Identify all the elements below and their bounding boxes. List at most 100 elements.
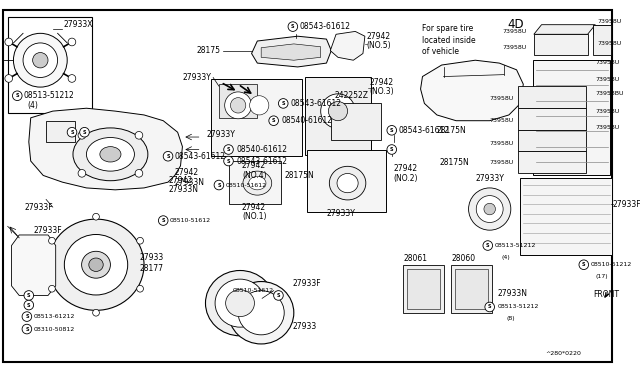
Text: 08513-61212: 08513-61212 xyxy=(34,314,75,319)
Text: 08510-61212: 08510-61212 xyxy=(591,262,632,267)
Text: 27942: 27942 xyxy=(367,32,391,41)
Circle shape xyxy=(137,237,143,244)
Bar xyxy=(403,265,444,313)
Circle shape xyxy=(135,170,143,177)
Circle shape xyxy=(328,102,348,121)
Polygon shape xyxy=(534,25,595,34)
Polygon shape xyxy=(261,44,321,60)
Text: 27942: 27942 xyxy=(242,161,266,170)
Bar xyxy=(307,150,386,212)
Text: 27933F: 27933F xyxy=(24,203,52,212)
Circle shape xyxy=(288,22,298,31)
Circle shape xyxy=(159,216,168,225)
Text: 08510-51612: 08510-51612 xyxy=(232,288,274,293)
Text: S: S xyxy=(27,302,31,308)
Polygon shape xyxy=(533,60,610,176)
Text: (4): (4) xyxy=(501,254,510,260)
Text: located inside: located inside xyxy=(422,36,476,45)
Text: 73958U: 73958U xyxy=(490,141,514,146)
Circle shape xyxy=(225,92,252,119)
Text: (NO.1): (NO.1) xyxy=(242,212,266,221)
Circle shape xyxy=(68,38,76,46)
Bar xyxy=(211,79,303,156)
Circle shape xyxy=(274,291,284,300)
Circle shape xyxy=(78,170,86,177)
Text: 28175N: 28175N xyxy=(284,171,314,180)
Text: S: S xyxy=(390,147,394,152)
Polygon shape xyxy=(593,25,611,34)
Circle shape xyxy=(579,260,589,270)
Text: 73958U: 73958U xyxy=(597,41,621,46)
Bar xyxy=(46,121,75,142)
Circle shape xyxy=(5,38,13,46)
Polygon shape xyxy=(29,108,182,190)
Circle shape xyxy=(22,324,32,334)
Ellipse shape xyxy=(100,147,121,162)
Polygon shape xyxy=(420,60,524,121)
Text: 28177: 28177 xyxy=(140,264,163,273)
Ellipse shape xyxy=(89,258,103,272)
Bar xyxy=(305,77,371,155)
Text: 27933X: 27933X xyxy=(63,20,93,29)
Text: S: S xyxy=(25,327,29,331)
Text: S: S xyxy=(227,158,230,164)
Ellipse shape xyxy=(337,173,358,193)
Text: 08510-51612: 08510-51612 xyxy=(170,218,211,223)
Circle shape xyxy=(163,151,173,161)
Text: of vehicle: of vehicle xyxy=(422,47,460,56)
Circle shape xyxy=(485,302,495,312)
Circle shape xyxy=(476,196,503,222)
Text: 08310-50812: 08310-50812 xyxy=(34,327,75,331)
Text: 27933F: 27933F xyxy=(293,279,321,288)
Circle shape xyxy=(230,98,246,113)
Circle shape xyxy=(387,125,397,135)
Circle shape xyxy=(23,43,58,77)
Text: FRONT: FRONT xyxy=(593,291,620,299)
Bar xyxy=(8,17,92,113)
Text: S: S xyxy=(217,183,221,187)
Text: S: S xyxy=(582,262,586,267)
Text: 27933N: 27933N xyxy=(497,289,527,298)
Circle shape xyxy=(484,203,495,215)
Polygon shape xyxy=(330,31,365,60)
Text: 73958U: 73958U xyxy=(595,77,620,82)
Text: (NO.5): (NO.5) xyxy=(367,41,392,50)
Text: 08543-61612: 08543-61612 xyxy=(236,157,287,166)
Text: S: S xyxy=(27,293,31,298)
Text: S: S xyxy=(272,118,275,123)
Text: 08513-51212: 08513-51212 xyxy=(23,91,74,100)
Circle shape xyxy=(67,128,77,137)
Polygon shape xyxy=(518,130,586,151)
Text: 73958U: 73958U xyxy=(490,96,514,101)
Circle shape xyxy=(214,180,224,190)
Text: 73958BU: 73958BU xyxy=(595,91,624,96)
Circle shape xyxy=(137,285,143,292)
Circle shape xyxy=(13,33,67,87)
Text: S: S xyxy=(276,293,280,298)
Text: (NO.4): (NO.4) xyxy=(242,171,267,180)
Circle shape xyxy=(135,131,143,139)
Text: ^280*0220: ^280*0220 xyxy=(545,350,581,356)
Text: 08513-51212: 08513-51212 xyxy=(495,243,536,248)
Text: 73958U: 73958U xyxy=(502,45,526,50)
Ellipse shape xyxy=(215,279,265,327)
Circle shape xyxy=(278,99,288,108)
Text: S: S xyxy=(70,130,74,135)
Bar xyxy=(451,265,492,313)
Text: 08543-61612: 08543-61612 xyxy=(291,99,342,108)
Text: 73958U: 73958U xyxy=(490,118,514,123)
Text: 27933F: 27933F xyxy=(34,226,62,235)
Polygon shape xyxy=(534,34,588,55)
Circle shape xyxy=(5,75,13,82)
Text: S: S xyxy=(488,305,492,310)
Circle shape xyxy=(78,131,86,139)
Circle shape xyxy=(49,237,55,244)
Circle shape xyxy=(321,94,355,128)
Bar xyxy=(407,269,440,309)
Text: 08540-61612: 08540-61612 xyxy=(282,116,332,125)
Text: S: S xyxy=(161,218,165,223)
Text: S: S xyxy=(486,243,490,248)
Text: 73958U: 73958U xyxy=(595,60,620,65)
Text: (NO.2): (NO.2) xyxy=(394,174,418,183)
Text: S: S xyxy=(291,24,294,29)
